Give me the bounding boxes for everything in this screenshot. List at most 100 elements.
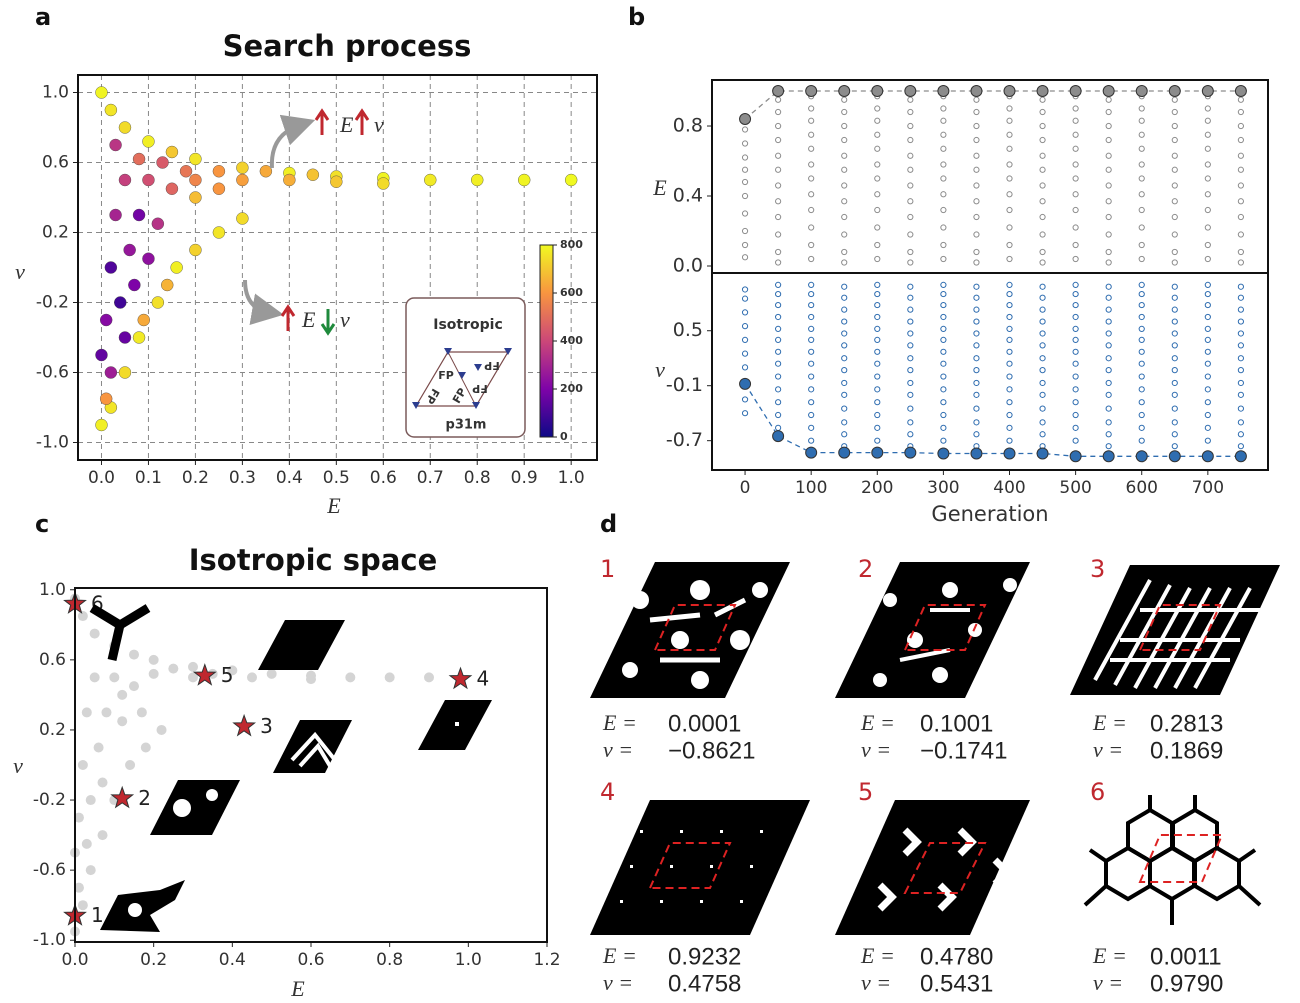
y-tick-label: -0.1	[666, 374, 703, 396]
population-point	[1204, 325, 1211, 332]
population-point	[808, 224, 815, 231]
best-point	[1003, 85, 1016, 98]
population-point	[1105, 330, 1112, 337]
x-tick-label: 0.4	[219, 950, 246, 970]
population-point	[1204, 105, 1211, 112]
population-point	[775, 411, 782, 419]
population-point	[1039, 318, 1046, 325]
population-point	[808, 360, 815, 367]
population-point	[907, 355, 914, 362]
x-tick-label: 0.0	[88, 468, 115, 488]
cloud-point	[136, 707, 147, 718]
annotation: E ν E ν	[243, 108, 384, 336]
y-tick-label: 0.0	[673, 255, 703, 277]
point	[104, 366, 118, 379]
cloud-point	[85, 795, 96, 806]
population-point	[775, 290, 782, 298]
population-point	[1171, 248, 1178, 256]
population-point	[1237, 108, 1244, 116]
x-tick-label: 0.5	[323, 468, 350, 488]
e-label: E =	[602, 710, 637, 735]
population-point	[1105, 213, 1112, 221]
population-point	[1204, 373, 1211, 380]
population-point	[1171, 122, 1178, 130]
population-point	[741, 364, 749, 371]
nu-value: −0.1741	[920, 737, 1007, 764]
population-point	[1204, 224, 1211, 231]
population-point	[940, 117, 947, 124]
nu-label: ν =	[861, 970, 891, 995]
population-point	[940, 255, 947, 263]
population-point	[1204, 191, 1211, 198]
population-point	[775, 122, 782, 130]
star-label: 1	[91, 903, 104, 927]
best-point	[1201, 450, 1214, 463]
population-point	[874, 290, 881, 298]
point	[170, 261, 183, 274]
population-point	[907, 367, 914, 374]
point	[109, 138, 122, 152]
population-point	[1006, 313, 1013, 321]
population-point	[775, 360, 782, 367]
population-point	[907, 213, 914, 221]
population-point	[775, 399, 782, 406]
annotation-text: ν	[374, 112, 384, 137]
population-point	[1138, 325, 1145, 332]
population-point	[874, 325, 881, 332]
population-point	[973, 294, 980, 301]
point	[137, 313, 150, 327]
population-point	[1204, 399, 1211, 406]
star-marker	[110, 785, 135, 809]
best-point	[937, 85, 950, 98]
population-point	[1039, 431, 1046, 438]
population-point	[1105, 96, 1112, 103]
population-point	[1204, 255, 1211, 263]
population-point	[1138, 105, 1145, 112]
population-point	[775, 182, 782, 189]
population-point	[1072, 290, 1079, 298]
population-point	[1237, 136, 1244, 144]
point	[109, 208, 122, 222]
population-point	[1039, 96, 1046, 103]
x-tick-label: 0.9	[511, 468, 538, 488]
population-point	[1204, 411, 1211, 419]
population-point	[1204, 336, 1211, 343]
population-point	[874, 301, 881, 309]
best-point	[970, 447, 983, 460]
population-point	[1006, 105, 1013, 112]
population-point	[1039, 367, 1046, 374]
population-point	[1105, 391, 1112, 398]
panel-label: a	[35, 3, 51, 31]
point	[189, 191, 202, 204]
population-point	[1006, 399, 1013, 406]
population-point	[841, 198, 848, 205]
y-tick-label: -0.2	[36, 293, 69, 313]
population-point	[1039, 122, 1046, 130]
y-tick-label: -0.6	[33, 860, 66, 880]
population-point	[1204, 437, 1211, 444]
population-point	[1072, 313, 1079, 321]
x-tick-label: 0.1	[135, 468, 162, 488]
population-point	[940, 145, 947, 152]
population-point	[973, 342, 980, 349]
population-point	[1237, 96, 1244, 103]
population-point	[1171, 136, 1178, 144]
population-point	[1006, 206, 1013, 214]
e-value: 0.0011	[1150, 943, 1222, 970]
cloud-point	[81, 707, 92, 718]
population-point	[841, 182, 848, 189]
population-point	[874, 399, 881, 406]
point	[236, 212, 249, 225]
population-point	[1105, 136, 1112, 144]
population-point	[940, 301, 947, 309]
point	[95, 86, 108, 99]
nu-value: 0.5431	[920, 970, 993, 997]
population-point	[741, 192, 749, 200]
population-point	[973, 152, 980, 159]
cloud-point	[81, 838, 92, 849]
y-tick-label: 0.4	[673, 185, 703, 207]
population-point	[808, 386, 815, 393]
best-point	[871, 446, 884, 459]
population-point	[775, 301, 782, 309]
population-point	[1006, 301, 1013, 309]
